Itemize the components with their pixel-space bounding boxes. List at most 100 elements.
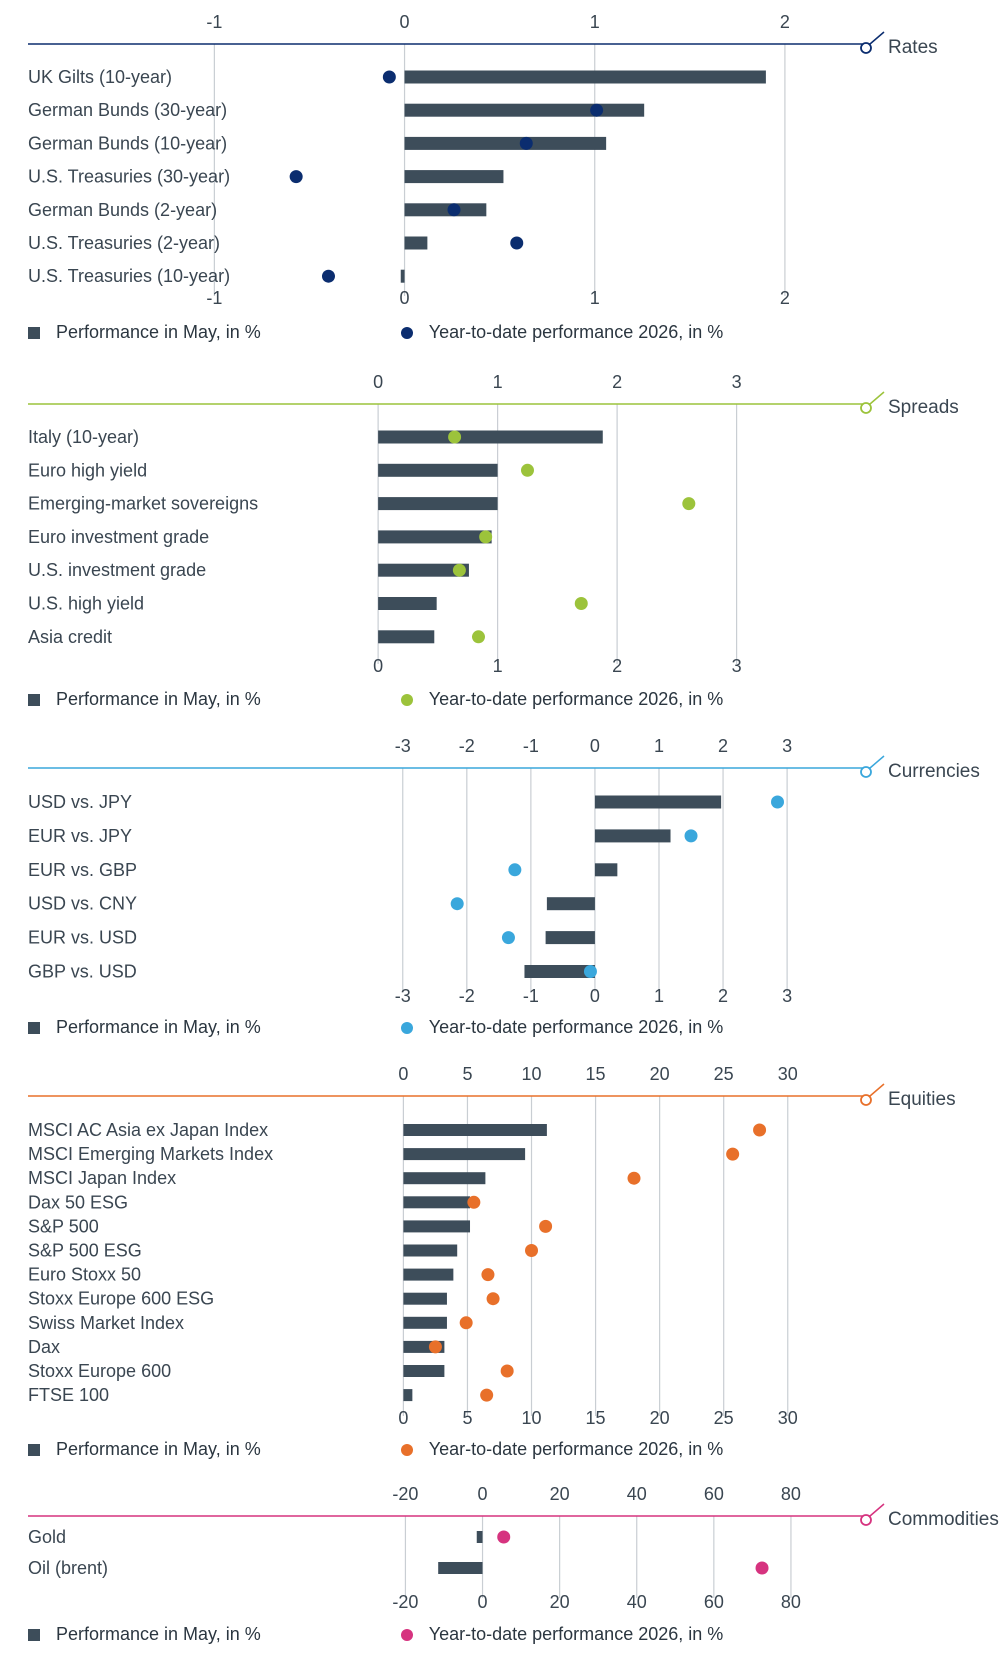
dot-ytd-performance: [539, 1219, 553, 1233]
dot-ytd-performance: [501, 931, 515, 945]
category-label: EUR vs. USD: [28, 928, 137, 948]
category-label: S&P 500: [28, 1216, 99, 1236]
bar-may-performance: [403, 1389, 413, 1402]
dot-ytd-performance: [574, 597, 588, 610]
section-title: Equities: [888, 1089, 956, 1110]
tick-label-bottom: 1: [590, 288, 600, 308]
legend-bar-label: Performance in May, in %: [56, 1017, 261, 1037]
tick-label-top: 0: [398, 1064, 408, 1084]
category-label: Euro investment grade: [28, 527, 209, 547]
legend-bar-swatch: [28, 1021, 40, 1034]
category-label: Dax 50 ESG: [28, 1192, 128, 1212]
section-marker-icon: [860, 1514, 872, 1526]
dot-ytd-performance: [508, 863, 522, 877]
bar-may-performance: [594, 863, 618, 877]
legend-bar-label: Performance in May, in %: [56, 689, 261, 709]
tick-label-top: -1: [523, 736, 539, 756]
tick-label-bottom: 0: [478, 1592, 488, 1612]
legend-dot-swatch: [400, 1443, 413, 1456]
tick-label-bottom: -2: [459, 986, 475, 1006]
legend-dot-label: Year-to-date performance 2026, in %: [428, 1624, 724, 1644]
tick-label-top: 1: [654, 736, 664, 756]
bar-may-performance: [378, 530, 492, 544]
category-label: Dax: [28, 1337, 60, 1357]
legend: Performance in May, in % Year-to-date per…: [28, 1624, 723, 1645]
tick-label-bottom: 80: [781, 1592, 801, 1612]
tick-label-top: 80: [781, 1484, 801, 1504]
dot-ytd-performance: [448, 430, 462, 444]
tick-label-top: 0: [590, 736, 600, 756]
bar-may-performance: [546, 897, 595, 911]
bar-may-performance: [403, 1316, 447, 1329]
section-axis-hook: [869, 1083, 885, 1097]
dot-ytd-performance: [520, 463, 534, 477]
tick-label-bottom: 3: [732, 656, 742, 676]
legend-dot-label: Year-to-date performance 2026, in %: [428, 1017, 724, 1037]
tick-label-bottom: 30: [778, 1408, 798, 1428]
tick-label-top: 10: [521, 1064, 541, 1084]
bar-may-performance: [403, 1268, 454, 1281]
category-label: Asia credit: [28, 627, 112, 647]
tick-label-bottom: 15: [586, 1408, 606, 1428]
bar-may-performance: [403, 1220, 471, 1233]
legend-bar-swatch: [28, 1443, 40, 1456]
tick-label-bottom: 0: [400, 288, 410, 308]
section-title: Currencies: [888, 761, 980, 782]
tick-label-top: 0: [400, 12, 410, 32]
dot-ytd-performance: [682, 497, 696, 511]
tick-label-bottom: 3: [782, 986, 792, 1006]
category-label: FTSE 100: [28, 1385, 109, 1405]
legend-bar-swatch: [28, 1628, 40, 1641]
legend-dot-swatch: [400, 1628, 413, 1641]
category-label: German Bunds (10-year): [28, 133, 227, 153]
dot-ytd-performance: [497, 1530, 511, 1544]
bar-may-performance: [403, 1244, 458, 1257]
dot-ytd-performance: [510, 236, 524, 250]
tick-label-top: 60: [704, 1484, 724, 1504]
tick-label-bottom: -20: [392, 1592, 418, 1612]
bar-may-performance: [438, 1562, 483, 1574]
tick-label-bottom: 20: [650, 1408, 670, 1428]
tick-label-bottom: 2: [718, 986, 728, 1006]
section-title: Commodities: [888, 1509, 999, 1530]
category-label: Oil (brent): [28, 1558, 108, 1578]
category-label: German Bunds (30-year): [28, 100, 227, 120]
dot-ytd-performance: [479, 530, 493, 544]
bar-may-performance: [404, 170, 504, 184]
legend-bar-swatch: [28, 693, 40, 706]
dot-ytd-performance: [583, 965, 597, 978]
legend-bar-label: Performance in May, in %: [56, 322, 261, 342]
category-label: S&P 500 ESG: [28, 1241, 142, 1261]
legend-dot-swatch: [400, 1021, 413, 1034]
dot-ytd-performance: [452, 563, 466, 577]
category-label: U.S. Treasuries (2-year): [28, 233, 220, 253]
dot-ytd-performance: [481, 1268, 495, 1282]
category-label: U.S. investment grade: [28, 560, 206, 580]
section-marker-icon: [860, 42, 872, 54]
tick-label-bottom: 2: [780, 288, 790, 308]
tick-label-bottom: 20: [550, 1592, 570, 1612]
legend-dot-label: Year-to-date performance 2026, in %: [428, 689, 724, 709]
bar-may-performance: [594, 829, 671, 843]
bar-may-performance: [404, 103, 645, 117]
category-label: Stoxx Europe 600: [28, 1361, 171, 1381]
bar-may-performance: [476, 1531, 483, 1543]
dot-ytd-performance: [684, 829, 698, 843]
legend: Performance in May, in % Year-to-date per…: [28, 689, 723, 710]
dot-ytd-performance: [289, 170, 303, 184]
bar-may-performance: [403, 1124, 547, 1136]
category-label: Gold: [28, 1527, 66, 1547]
legend-dot-label: Year-to-date performance 2026, in %: [428, 322, 724, 342]
dot-ytd-performance: [459, 1316, 473, 1330]
bar-may-performance: [378, 430, 603, 444]
dot-ytd-performance: [382, 70, 396, 84]
category-label: USD vs. CNY: [28, 894, 137, 914]
tick-label-top: 3: [732, 372, 742, 392]
category-label: MSCI Emerging Markets Index: [28, 1144, 273, 1164]
category-label: Stoxx Europe 600 ESG: [28, 1289, 214, 1309]
legend: Performance in May, in % Year-to-date per…: [28, 1017, 723, 1038]
tick-label-top: 15: [586, 1064, 606, 1084]
bar-may-performance: [378, 563, 469, 577]
category-label: German Bunds (2-year): [28, 200, 217, 220]
